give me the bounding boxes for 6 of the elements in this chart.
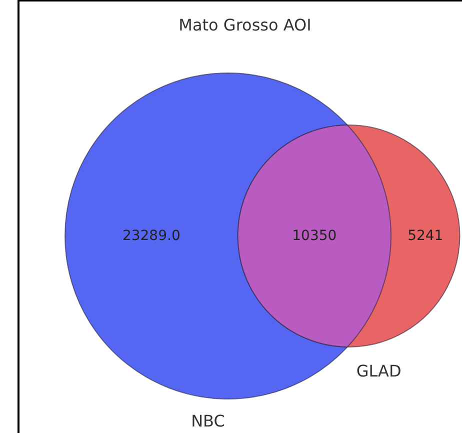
- data-label: 5241: [408, 228, 444, 244]
- data-label: 23289.0: [122, 228, 180, 244]
- category-label: GLAD: [356, 361, 402, 380]
- data-label: 10350: [292, 228, 337, 244]
- text: Mato Grosso AOI: [178, 16, 312, 34]
- category-label: NBC: [191, 412, 225, 430]
